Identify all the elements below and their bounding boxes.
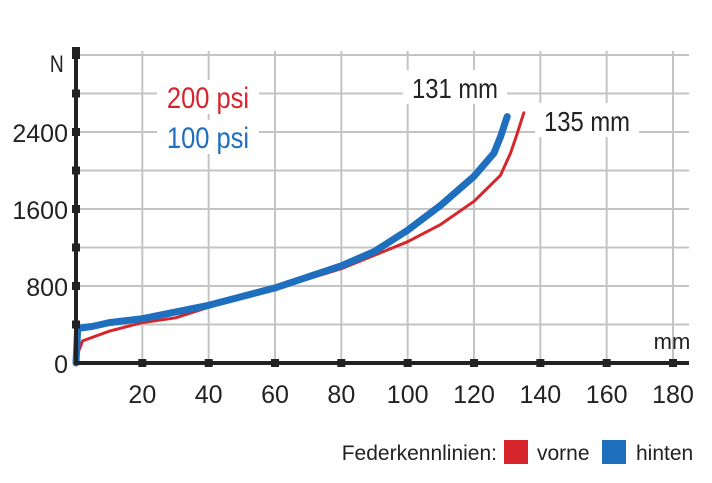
legend: Federkennlinien: vorne hinten xyxy=(342,440,693,465)
x-tick-label: 100 xyxy=(387,381,429,409)
y-tick-label: 2400 xyxy=(12,120,68,148)
y-axis-label: N xyxy=(50,50,64,78)
x-axis-label: mm xyxy=(654,329,691,354)
x-tick-label: 20 xyxy=(128,381,156,409)
x-tick-label: 60 xyxy=(261,381,289,409)
legend-swatch-vorne xyxy=(504,440,528,464)
legend-label-hinten: hinten xyxy=(636,442,693,465)
axes: 20 40 60 80 100 120 140 160 180 0 800 1600 2400 xyxy=(12,47,694,409)
x-tick-label: 80 xyxy=(327,381,355,409)
x-tick-label: 140 xyxy=(519,381,561,409)
y-tick-label: 800 xyxy=(26,274,68,302)
end-travel-label-vorne: 135 mm xyxy=(544,105,630,137)
end-travel-label-hinten: 131 mm xyxy=(412,72,498,104)
x-tick-label: 160 xyxy=(586,381,628,409)
y-tick-label: 1600 xyxy=(12,197,68,225)
label-background xyxy=(157,80,259,114)
legend-swatch-hinten xyxy=(602,440,626,464)
label-background xyxy=(535,103,639,137)
series-lines xyxy=(72,111,526,367)
x-tick-label: 180 xyxy=(652,381,694,409)
pressure-label-vorne: 200 psi xyxy=(167,81,249,114)
legend-title: Federkennlinien: xyxy=(342,442,497,465)
pressure-label-hinten: 100 psi xyxy=(167,121,249,154)
label-background xyxy=(403,70,507,104)
x-tick-label: 40 xyxy=(195,381,223,409)
y-tick-label: 0 xyxy=(54,351,68,379)
series-line-hinten xyxy=(72,113,511,367)
y-tick-mark xyxy=(72,47,80,55)
labels: 200 psi 100 psi 131 mm 135 mm xyxy=(157,70,639,154)
x-tick-label: 120 xyxy=(453,381,495,409)
legend-label-vorne: vorne xyxy=(537,442,590,465)
label-background xyxy=(157,120,259,154)
